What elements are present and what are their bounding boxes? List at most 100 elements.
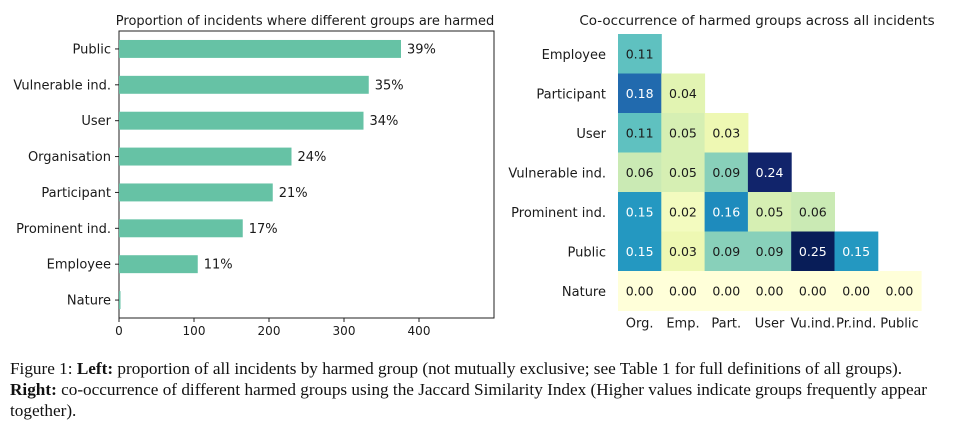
heatmap-cell-value: 0.06: [626, 165, 654, 180]
heatmap-title: Co-occurrence of harmed groups across al…: [579, 13, 934, 29]
heatmap-cell-value: 0.09: [712, 165, 740, 180]
y-tick-label: Vulnerable ind.: [13, 78, 111, 93]
heatmap-cell: [618, 73, 662, 114]
bar-data-label: 24%: [298, 150, 327, 165]
heatmap-cell: [704, 231, 749, 272]
heatmap-cell-value: 0.00: [756, 283, 784, 298]
heatmap-cell: [834, 231, 879, 272]
heatmap-cell: [661, 73, 706, 114]
heatmap-cell-value: 0.24: [756, 165, 784, 180]
x-tick-label: 100: [183, 324, 206, 338]
heatmap-cell: [704, 152, 749, 193]
bar: [119, 183, 273, 202]
heatmap-cell-value: 0.15: [626, 204, 654, 219]
heatmap-cell: [704, 192, 749, 232]
bar-data-label: 35%: [375, 78, 404, 93]
bar: [119, 219, 243, 238]
caption-right-bold: Right:: [10, 380, 57, 399]
heatmap-cell: [704, 271, 749, 311]
heatmap-cell-value: 0.15: [842, 244, 870, 259]
heatmap-cell-value: 0.04: [669, 86, 697, 101]
heatmap-cell-value: 0.00: [799, 283, 827, 298]
x-tick-label: 200: [258, 324, 281, 338]
y-tick-label: Employee: [47, 258, 111, 273]
bar-chart: Proportion of incidents where different …: [13, 14, 495, 338]
heatmap-cell-value: 0.25: [799, 244, 827, 259]
heatmap-cell-value: 0.02: [669, 204, 697, 219]
caption-label: Figure 1:: [10, 359, 73, 378]
bar: [119, 291, 121, 310]
heatmap-cell-value: 0.00: [842, 283, 870, 298]
heatmap-cell: [747, 231, 792, 272]
bar-data-label: 11%: [204, 258, 233, 273]
heatmap-cell: [618, 271, 662, 311]
heatmap-cell-value: 0.00: [626, 283, 654, 298]
bar-chart-title: Proportion of incidents where different …: [116, 14, 494, 29]
heatmap-cell-value: 0.00: [886, 283, 914, 298]
heatmap-cell-value: 0.16: [712, 204, 740, 219]
heatmap-row-label: Participant: [536, 87, 606, 102]
caption-left-text: proportion of all incidents by harmed gr…: [117, 359, 903, 378]
figure-caption: Figure 1: Left: proportion of all incide…: [10, 358, 946, 421]
heatmap-cell: [661, 271, 706, 311]
heatmap-cell-value: 0.05: [669, 125, 697, 140]
bar: [119, 111, 364, 130]
heatmap-cell: [618, 113, 662, 153]
heatmap-row-label: Employee: [542, 48, 606, 63]
heatmap-cell: [834, 271, 879, 311]
bar-data-label: 34%: [370, 114, 399, 129]
heatmap-cell: [877, 271, 922, 311]
heatmap-row-label: Prominent ind.: [511, 206, 606, 221]
heatmap-cell: [791, 231, 835, 272]
bar-data-label: 21%: [279, 186, 308, 201]
heatmap-col-label: Emp.: [666, 317, 699, 332]
heatmap-cell-value: 0.15: [626, 244, 654, 259]
heatmap-cell-value: 0.00: [669, 283, 697, 298]
figure: Proportion of incidents where different …: [13, 13, 934, 338]
heatmap-cell: [618, 231, 662, 272]
x-tick-label: 300: [333, 324, 356, 338]
heatmap-cell-value: 0.11: [626, 125, 654, 140]
caption-right-text: co-occurrence of different harmed groups…: [10, 380, 927, 420]
heatmap-cell: [791, 192, 835, 232]
heatmap-cell-value: 0.11: [626, 46, 654, 61]
heatmap-cell-value: 0.09: [756, 244, 784, 259]
y-tick-label: Organisation: [28, 150, 111, 165]
y-tick-label: Prominent ind.: [16, 222, 111, 237]
heatmap-cell: [747, 271, 792, 311]
y-tick-label: Public: [73, 42, 111, 57]
bar-data-label: 17%: [249, 222, 278, 237]
heatmap-row-label: Nature: [562, 285, 606, 300]
y-tick-label: User: [81, 114, 111, 129]
heatmap-cell: [661, 192, 706, 232]
heatmap-cell: [791, 271, 835, 311]
heatmap-row-label: Vulnerable ind.: [508, 166, 606, 181]
heatmap-row-label: User: [576, 127, 606, 142]
heatmap-cell: [618, 192, 662, 232]
heatmap-cell-value: 0.18: [626, 86, 654, 101]
y-tick-label: Participant: [41, 186, 111, 201]
heatmap-cell: [661, 152, 706, 193]
y-tick-label: Nature: [67, 294, 111, 309]
heatmap-chart: Co-occurrence of harmed groups across al…: [508, 13, 934, 332]
heatmap-col-label: Part.: [711, 317, 741, 332]
x-tick-label: 400: [408, 324, 431, 338]
heatmap-cell-value: 0.09: [712, 244, 740, 259]
heatmap-cell: [661, 113, 706, 153]
heatmap-col-label: Pr.ind.: [836, 317, 876, 332]
heatmap-cell-value: 0.03: [669, 244, 697, 259]
heatmap-col-label: Public: [880, 317, 918, 332]
heatmap-col-label: User: [755, 317, 785, 332]
bar: [119, 75, 369, 94]
heatmap-cell-value: 0.06: [799, 204, 827, 219]
bar: [119, 255, 198, 274]
heatmap-row-label: Public: [568, 245, 606, 260]
heatmap-cell-value: 0.00: [712, 283, 740, 298]
heatmap-cell: [704, 113, 749, 153]
heatmap-cell: [661, 231, 706, 272]
heatmap-cell-value: 0.05: [756, 204, 784, 219]
x-tick-label: 0: [115, 324, 123, 338]
caption-left-bold: Left:: [76, 359, 114, 378]
plot-frame: [118, 30, 495, 319]
heatmap-cell-value: 0.03: [712, 125, 740, 140]
